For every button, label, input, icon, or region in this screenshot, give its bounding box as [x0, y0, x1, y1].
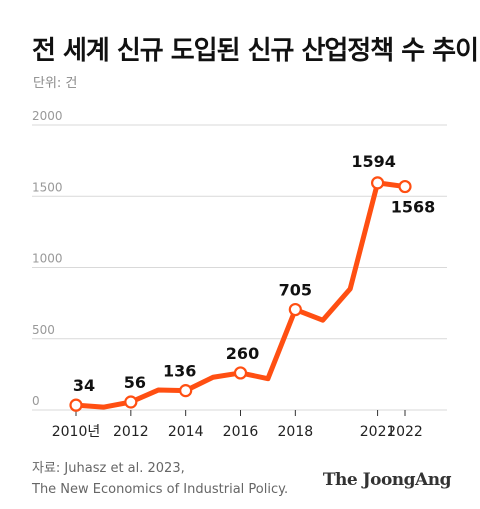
unit-label: 단위: 건 — [33, 76, 78, 91]
data-label: 136 — [163, 362, 196, 381]
data-label: 34 — [73, 376, 95, 395]
data-label: 1594 — [351, 152, 396, 171]
x-tick-label: 2014 — [168, 424, 204, 440]
source-line-2: The New Economics of Industrial Policy. — [32, 482, 289, 497]
data-point-marker — [288, 302, 302, 317]
x-tick-label: 2012 — [113, 424, 149, 440]
data-label: 705 — [279, 281, 312, 300]
data-point-marker — [370, 176, 385, 190]
data-label: 1568 — [391, 198, 436, 217]
data-point-marker — [398, 179, 412, 194]
data-point-marker — [233, 366, 248, 380]
data-point-marker — [179, 384, 193, 398]
page-title: 전 세계 신규 도입된 신규 산업정책 수 추이 — [32, 36, 479, 66]
x-tick-label: 2018 — [278, 424, 314, 440]
y-tick-label: 500 — [32, 323, 55, 337]
data-point-marker — [124, 395, 138, 409]
y-tick-label: 1500 — [32, 180, 63, 194]
x-tick-label: 2016 — [223, 424, 259, 440]
brand-logo: The JoongAng — [322, 470, 452, 490]
data-label: 260 — [226, 344, 259, 363]
line-chart: 0 500 1000 1500 2000 2010년 2012 2014 2016 2018 202… — [32, 109, 447, 440]
data-point-marker — [69, 398, 83, 412]
x-tick-label: 2021 — [360, 424, 396, 440]
y-tick-label: 2000 — [32, 109, 63, 123]
y-tick-label: 0 — [32, 394, 40, 408]
data-label: 56 — [124, 373, 146, 392]
source-note: 자료: Juhasz et al. 2023, The New Economic… — [32, 458, 288, 500]
source-line-1: 자료: Juhasz et al. 2023, — [32, 461, 185, 476]
x-tick-label: 2022 — [387, 424, 423, 440]
y-tick-label: 1000 — [32, 252, 63, 266]
x-tick-label: 2010년 — [52, 424, 101, 440]
